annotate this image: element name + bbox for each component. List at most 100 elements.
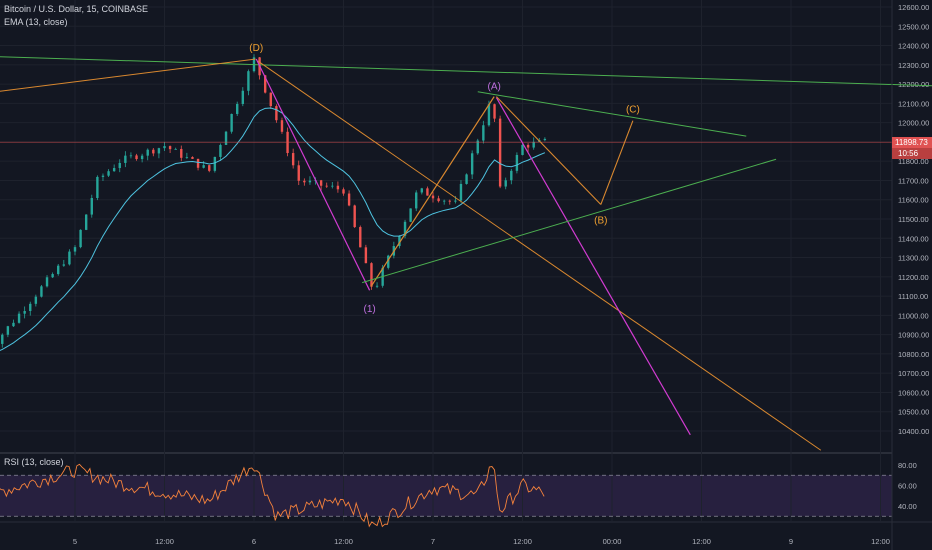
candle-body	[180, 148, 183, 158]
candle-body	[493, 104, 496, 119]
candle-body	[152, 149, 155, 154]
pane-separator	[0, 452, 892, 454]
wave-label-d: (D)	[249, 43, 263, 54]
candle-body	[208, 165, 211, 171]
candle-body	[459, 183, 463, 201]
candle-body	[96, 176, 99, 198]
candle-body	[90, 197, 93, 215]
candle-body	[442, 200, 446, 202]
price-tick-label: 11800.00	[898, 157, 929, 166]
orange-trendline-to-d	[0, 58, 256, 92]
candle-body	[359, 227, 362, 248]
symbol-legend[interactable]: Bitcoin / U.S. Dollar, 15, COINBASE	[4, 4, 149, 14]
price-tick-label: 11300.00	[898, 254, 929, 263]
price-tick-label: 12500.00	[898, 22, 929, 31]
orange-descending-trendline	[257, 60, 822, 451]
candle-body	[543, 138, 547, 141]
rsi-tick-label: 40.00	[898, 502, 917, 511]
candle-body	[370, 263, 373, 287]
candle-body	[224, 131, 228, 145]
candle-body	[168, 146, 172, 150]
candle-body	[17, 313, 21, 323]
candle-body	[157, 148, 161, 154]
candle-body	[420, 188, 424, 193]
rsi-legend[interactable]: RSI (13, close)	[4, 457, 64, 467]
wave-label-one: (1)	[363, 304, 375, 315]
time-tick-label: 5	[73, 537, 77, 546]
price-tick-label: 11700.00	[898, 176, 929, 185]
rsi-tick-label: 80.00	[898, 461, 917, 470]
wave-1-to-a	[370, 96, 495, 287]
candle-body	[79, 229, 82, 248]
candle-body	[247, 71, 250, 91]
candle-body	[521, 144, 524, 155]
wave-b-to-c	[600, 120, 634, 205]
time-tick-label: 12:00	[871, 537, 890, 546]
price-tick-label: 11500.00	[898, 215, 929, 224]
candle-body	[308, 180, 312, 183]
triangle-lower-line	[362, 158, 777, 284]
candle-body	[101, 175, 105, 177]
price-tick-label: 11200.00	[898, 273, 929, 282]
candle-body	[68, 251, 71, 265]
wave-label-b: (B)	[594, 216, 607, 227]
price-tick-label: 10900.00	[898, 331, 929, 340]
candle-body	[280, 120, 284, 132]
current-price-badge: 11898.73	[892, 137, 932, 148]
rsi-line	[0, 463, 545, 528]
time-tick-label: 00:00	[603, 537, 622, 546]
rsi-band	[0, 475, 892, 517]
candle-body	[40, 286, 43, 297]
candle-body	[146, 149, 149, 156]
wave-label-a: (A)	[487, 82, 500, 93]
candle-body	[482, 125, 485, 141]
candle-body	[398, 235, 401, 247]
candles	[1, 54, 547, 348]
price-tick-label: 12200.00	[898, 80, 929, 89]
candle-body	[409, 208, 412, 222]
ema-legend[interactable]: EMA (13, close)	[4, 17, 68, 27]
candle-body	[12, 322, 15, 327]
candle-body	[23, 311, 26, 314]
price-tick-label: 11100.00	[898, 292, 928, 301]
magenta-a-descending	[495, 97, 691, 436]
candle-body	[331, 185, 334, 187]
candle-body	[431, 195, 435, 199]
candle-body	[465, 174, 468, 184]
candle-body	[470, 153, 474, 175]
price-tick-label: 11000.00	[898, 311, 929, 320]
candle-body	[140, 155, 144, 160]
candle-body	[34, 296, 38, 304]
candle-body	[107, 171, 110, 176]
candle-body	[219, 144, 222, 157]
candle-body	[325, 185, 328, 187]
bar-countdown-badge: 10:56	[892, 148, 932, 159]
price-tick-label: 12300.00	[898, 61, 929, 70]
ema-line	[0, 107, 546, 352]
price-tick-label: 10600.00	[898, 388, 929, 397]
candle-body	[454, 200, 457, 202]
candle-body	[73, 247, 77, 252]
candle-body	[448, 200, 451, 202]
resistance-trendline	[0, 56, 932, 87]
rsi-tick-label: 60.00	[898, 482, 917, 491]
candle-body	[196, 158, 200, 168]
time-tick-label: 7	[431, 537, 435, 546]
candle-body	[426, 188, 429, 196]
candle-body	[415, 192, 418, 209]
candle-body	[6, 326, 10, 335]
candle-body	[526, 144, 530, 148]
candle-body	[353, 205, 356, 228]
candle-body	[236, 103, 239, 114]
candle-body	[241, 90, 245, 104]
candle-body	[57, 265, 60, 275]
candle-body	[476, 140, 479, 154]
price-tick-label: 11400.00	[898, 234, 929, 243]
wave-label-c: (C)	[626, 105, 640, 116]
candle-body	[336, 185, 340, 190]
candle-body	[84, 214, 88, 230]
candle-body	[174, 148, 177, 150]
price-tick-label: 10400.00	[898, 427, 929, 436]
candle-body	[62, 264, 66, 266]
